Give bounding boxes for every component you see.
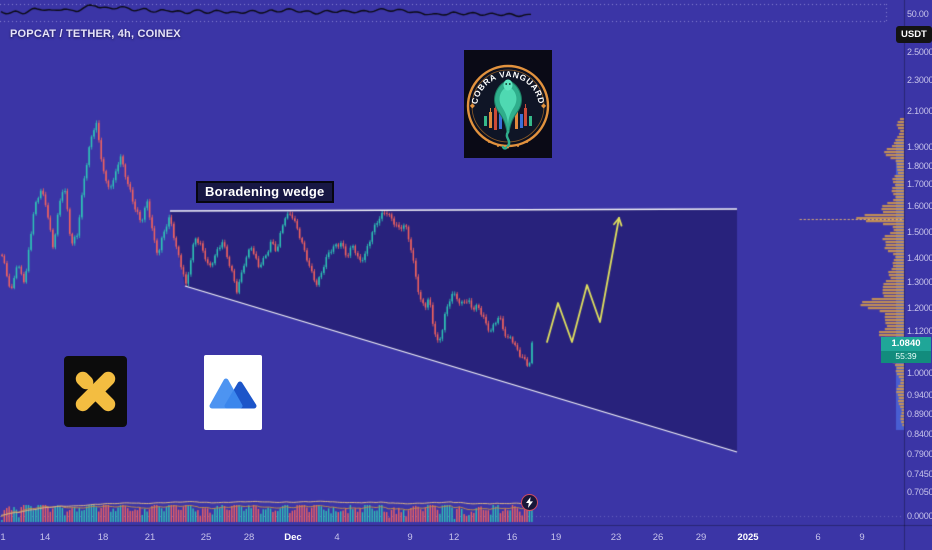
price-tick-label: 1.7000: [907, 179, 932, 189]
boost-flash-button[interactable]: [521, 494, 538, 511]
time-tick-label: 4: [334, 532, 340, 543]
time-tick-label: 2025: [737, 532, 759, 543]
price-tick-label: 1.1200: [907, 326, 932, 336]
lightning-icon: [526, 497, 533, 508]
time-tick-label: 14: [39, 532, 51, 543]
time-tick-label: 9: [859, 532, 865, 543]
price-tick-label: 1.5000: [907, 227, 932, 237]
price-tick-label: 1.8000: [907, 161, 932, 171]
time-tick-label: 21: [144, 532, 156, 543]
price-tick-label: 1.3000: [907, 277, 932, 287]
price-tick-label: 2.5000: [907, 47, 932, 57]
price-tick-label: 1.2000: [907, 303, 932, 313]
price-tick-label: 0.7050: [907, 487, 932, 497]
time-tick-label: 9: [407, 532, 413, 543]
price-tick-label: 0.8400: [907, 429, 932, 439]
usdt-button[interactable]: USDT: [896, 26, 932, 43]
time-tick-label: 23: [610, 532, 622, 543]
xt-exchange-logo: [64, 356, 127, 427]
time-tick-label: 1: [0, 532, 6, 543]
mountain-logo: [204, 355, 262, 430]
time-tick-label: 19: [550, 532, 562, 543]
countdown-label: 55:39: [881, 350, 931, 363]
last-price-label: 1.0840: [881, 337, 931, 351]
time-tick-label: 12: [448, 532, 460, 543]
time-tick-label: Dec: [284, 532, 302, 543]
time-tick-label: 26: [652, 532, 664, 543]
price-tick-label: 2.1000: [907, 106, 932, 116]
price-tick-label: 0.0000: [907, 511, 932, 521]
time-tick-label: 29: [695, 532, 707, 543]
wedge-annotation-label[interactable]: Boradening wedge: [196, 181, 334, 203]
time-tick-label: 18: [97, 532, 109, 543]
price-axis[interactable]: 50.00 2.5000 2.3000 2.1000 1.9000 1.8000 1.700…: [904, 0, 932, 550]
price-tick-label: 2.3000: [907, 75, 932, 85]
price-tick-label: 1.0000: [907, 368, 932, 378]
price-tick-label: 1.4000: [907, 253, 932, 263]
time-tick-label: 6: [815, 532, 821, 543]
symbol-title[interactable]: POPCAT / TETHER, 4h, COINEX: [10, 28, 181, 40]
cobra-snake-art: [494, 79, 522, 150]
time-tick-label: 16: [506, 532, 518, 543]
last-price-marker: 1.0840 55:39: [881, 337, 931, 363]
price-tick-label: 0.7900: [907, 449, 932, 459]
cobra-vanguard-logo: COBRA VANGUARD: [464, 50, 552, 158]
time-axis[interactable]: 1 14 18 21 25 28 Dec 4 9 12 16 19 23 26 29 2025 6 9: [0, 526, 904, 550]
price-tick-label: 50.00: [907, 9, 929, 19]
price-tick-label: 1.6000: [907, 201, 932, 211]
price-tick-label: 0.9400: [907, 390, 932, 400]
time-tick-label: 28: [243, 532, 255, 543]
candlestick-bars-art: [484, 104, 532, 130]
time-tick-label: 25: [200, 532, 212, 543]
price-tick-label: 0.7450: [907, 469, 932, 479]
price-tick-label: 1.9000: [907, 142, 932, 152]
price-tick-label: 0.8900: [907, 409, 932, 419]
